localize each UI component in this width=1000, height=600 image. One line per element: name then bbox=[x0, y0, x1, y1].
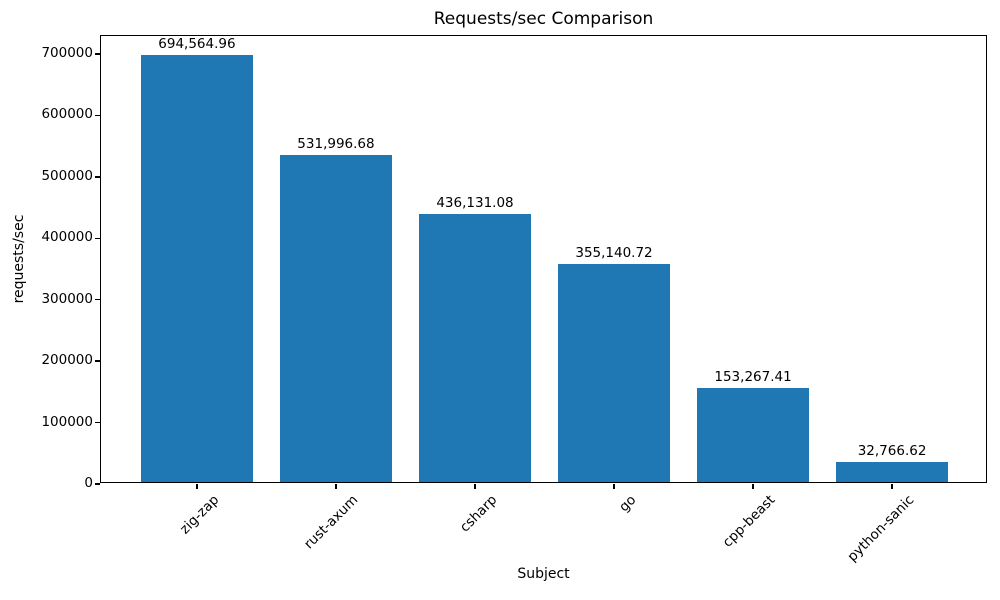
y-axis-tick-label: 300000 bbox=[41, 290, 93, 307]
y-axis-tick-label: 0 bbox=[84, 475, 93, 491]
y-axis-tick bbox=[95, 237, 100, 239]
bar bbox=[280, 155, 392, 482]
bar-value-label: 32,766.62 bbox=[857, 442, 927, 459]
y-axis-tick bbox=[95, 299, 100, 301]
bar bbox=[697, 387, 809, 482]
x-axis-tick-label: python-sanic bbox=[844, 492, 918, 565]
y-axis-tick-label: 500000 bbox=[41, 167, 93, 184]
x-axis-label: Subject bbox=[517, 566, 570, 582]
bar-value-label: 531,996.68 bbox=[297, 136, 375, 153]
x-axis-tick-label: rust-axum bbox=[300, 492, 362, 553]
bar-value-label: 694,564.96 bbox=[158, 36, 236, 53]
chart-title: Requests/sec Comparison bbox=[433, 9, 654, 29]
x-axis-tick bbox=[196, 484, 198, 489]
y-axis-tick bbox=[95, 421, 100, 424]
y-axis-tick-label: 600000 bbox=[41, 106, 93, 123]
bar bbox=[141, 55, 253, 482]
y-axis-tick-label: 200000 bbox=[41, 352, 93, 369]
x-axis-tick-label: csharp bbox=[456, 492, 501, 536]
x-axis-tick-label: go bbox=[616, 492, 640, 516]
y-axis-tick bbox=[95, 483, 100, 485]
x-axis-tick bbox=[613, 484, 615, 489]
y-axis-tick bbox=[95, 360, 100, 362]
x-axis-tick-label: zig-zap bbox=[176, 492, 223, 538]
y-axis-tick-label: 100000 bbox=[41, 413, 93, 430]
bar bbox=[836, 461, 948, 482]
x-axis-tick bbox=[891, 484, 893, 489]
y-axis-tick bbox=[95, 176, 100, 178]
y-axis-tick-label: 400000 bbox=[41, 229, 93, 246]
y-axis-tick bbox=[95, 53, 100, 55]
y-axis-tick bbox=[95, 114, 100, 117]
bar bbox=[419, 214, 531, 482]
bar-value-label: 436,131.08 bbox=[436, 195, 514, 212]
plot-area: 694,564.96 531,996.68 436,131.08 355,140.72… bbox=[95, 35, 987, 489]
x-axis-tick bbox=[474, 484, 476, 489]
y-axis-tick-label: 700000 bbox=[41, 44, 93, 61]
bar-value-label: 355,140.72 bbox=[575, 244, 653, 261]
bar-value-label: 153,267.41 bbox=[714, 368, 792, 385]
bar bbox=[558, 263, 670, 482]
x-axis-tick bbox=[752, 484, 754, 489]
x-axis-tick-label: cpp-beast bbox=[719, 492, 779, 551]
x-axis-tick bbox=[335, 484, 337, 489]
